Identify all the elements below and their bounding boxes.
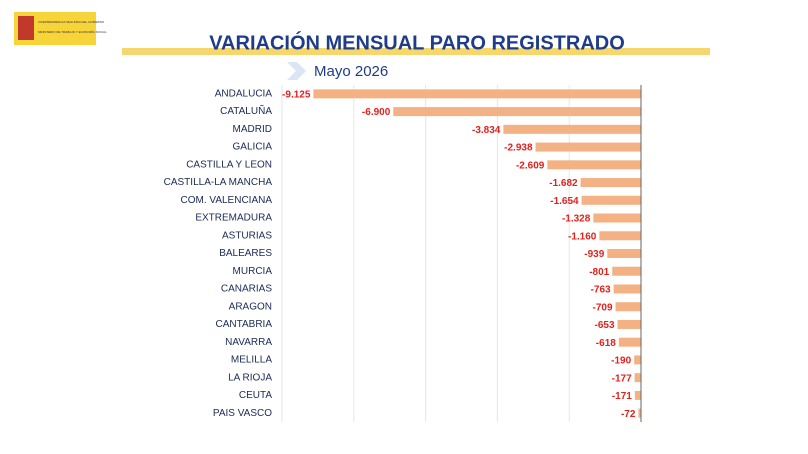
bar [535,142,641,152]
bar [634,390,641,400]
y-tick-label: CASTILLA-LA MANCHA [164,177,273,188]
bar [618,337,641,347]
chart-title: VARIACIÓN MENSUAL PARO REGISTRADO [209,30,625,54]
bar [393,107,641,117]
y-tick-label: CANARIAS [221,284,272,295]
logo-text: VICEPRESIDENCIA SEGUNDA DEL GOBIERNO [38,20,105,24]
y-tick-label: PAIS VASCO [213,408,272,419]
y-tick-label: MADRID [233,124,272,135]
bar [313,89,641,99]
bar [634,355,641,365]
bar [580,178,641,188]
bar [593,213,641,223]
value-label: -1.654 [550,196,579,207]
y-tick-label: COM. VALENCIANA [181,195,273,206]
bar [612,266,641,276]
value-label: -72 [621,409,636,420]
y-tick-label: MELILLA [231,355,272,366]
value-label: -1.160 [568,231,597,242]
bar [547,160,641,170]
value-label: -801 [589,267,609,278]
value-label: -190 [611,356,631,367]
bar [638,408,641,418]
value-label: -3.834 [472,125,501,136]
chart-subtitle: Mayo 2026 [314,63,388,80]
y-tick-label: GALICIA [233,142,273,153]
bar [634,373,641,383]
bar [615,302,641,312]
logo-emblem [18,16,34,40]
bar [617,319,641,329]
y-tick-label: BALEARES [219,248,272,259]
value-label: -1.682 [549,178,578,189]
y-tick-label: ARAGON [229,301,272,312]
y-tick-label: CANTABRIA [216,319,273,330]
y-tick-label: ANDALUCIA [215,89,273,100]
title-underline [122,48,710,55]
y-tick-label: NAVARRA [225,337,272,348]
value-label: -709 [593,302,613,313]
bar [503,124,641,134]
value-label: -653 [595,320,615,331]
value-label: -6.900 [362,107,391,118]
value-label: -1.328 [562,214,591,225]
value-label: -2.938 [504,143,533,154]
logo-text: MINISTERIO DE TRABAJO Y ECONOMÍA SOCIAL [38,30,107,34]
y-tick-label: MURCIA [233,266,273,277]
y-tick-label: CATALUÑA [220,104,272,117]
y-tick-label: CASTILLA Y LEON [186,159,272,170]
bar [607,249,641,258]
value-label: -763 [591,285,611,296]
chevron [287,62,306,80]
value-label: -618 [596,338,616,349]
y-tick-label: LA RIOJA [228,372,272,383]
y-tick-label: ASTURIAS [222,230,272,241]
y-tick-label: EXTREMADURA [195,213,272,224]
value-label: -171 [612,391,632,402]
value-label: -2.609 [516,160,545,171]
bar [599,231,641,241]
value-label: -9.125 [282,90,311,101]
bar [613,284,641,294]
y-tick-label: CEUTA [239,390,272,401]
bar [581,195,641,205]
value-label: -177 [612,373,632,384]
value-label: -939 [584,249,604,260]
